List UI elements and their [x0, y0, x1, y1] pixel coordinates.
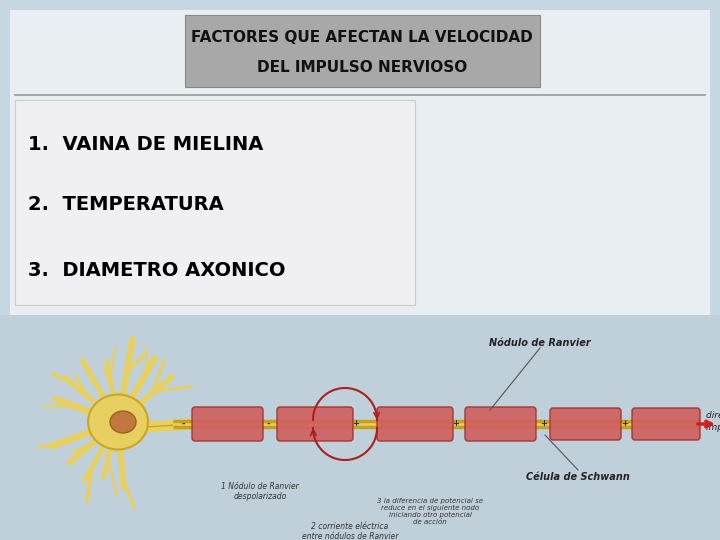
Bar	[10, 10, 710, 320]
Text: 1.  VAINA DE MIELINA: 1. VAINA DE MIELINA	[28, 136, 264, 154]
Text: Célula de Schwann: Célula de Schwann	[526, 472, 630, 482]
Bar	[185, 15, 540, 87]
FancyBboxPatch shape	[277, 407, 353, 441]
Text: 2 corriente eléctrica
entre nódulos de Ranvier: 2 corriente eléctrica entre nódulos de R…	[302, 522, 398, 540]
Text: 3.  DIAMETRO AXONICO: 3. DIAMETRO AXONICO	[28, 260, 286, 280]
Text: +: +	[541, 420, 547, 429]
Bar	[0, 315, 720, 540]
Ellipse shape	[88, 395, 148, 449]
FancyBboxPatch shape	[550, 408, 621, 440]
Text: -: -	[266, 420, 270, 429]
Text: +: +	[452, 420, 459, 429]
FancyBboxPatch shape	[377, 407, 453, 441]
Text: 3 la diferencia de potencial se
reduce en el siguiente nodo
iniciando otro poten: 3 la diferencia de potencial se reduce e…	[377, 498, 483, 525]
Text: +: +	[353, 420, 359, 429]
FancyBboxPatch shape	[192, 407, 263, 441]
Ellipse shape	[110, 411, 136, 433]
Text: DEL IMPULSO NERVIOSO: DEL IMPULSO NERVIOSO	[257, 59, 467, 75]
Text: +: +	[621, 420, 629, 429]
Text: dirección del: dirección del	[706, 410, 720, 420]
Text: 2.  TEMPERATURA: 2. TEMPERATURA	[28, 195, 224, 214]
Text: impulso nervioso: impulso nervioso	[706, 422, 720, 431]
FancyBboxPatch shape	[465, 407, 536, 441]
Text: Nódulo de Ranvier: Nódulo de Ranvier	[489, 338, 591, 348]
Bar	[15, 100, 415, 305]
FancyBboxPatch shape	[632, 408, 700, 440]
Text: -: -	[181, 420, 185, 429]
Text: FACTORES QUE AFECTAN LA VELOCIDAD: FACTORES QUE AFECTAN LA VELOCIDAD	[191, 30, 533, 45]
Text: 1 Nódulo de Ranvier
despolarizado: 1 Nódulo de Ranvier despolarizado	[221, 482, 299, 502]
